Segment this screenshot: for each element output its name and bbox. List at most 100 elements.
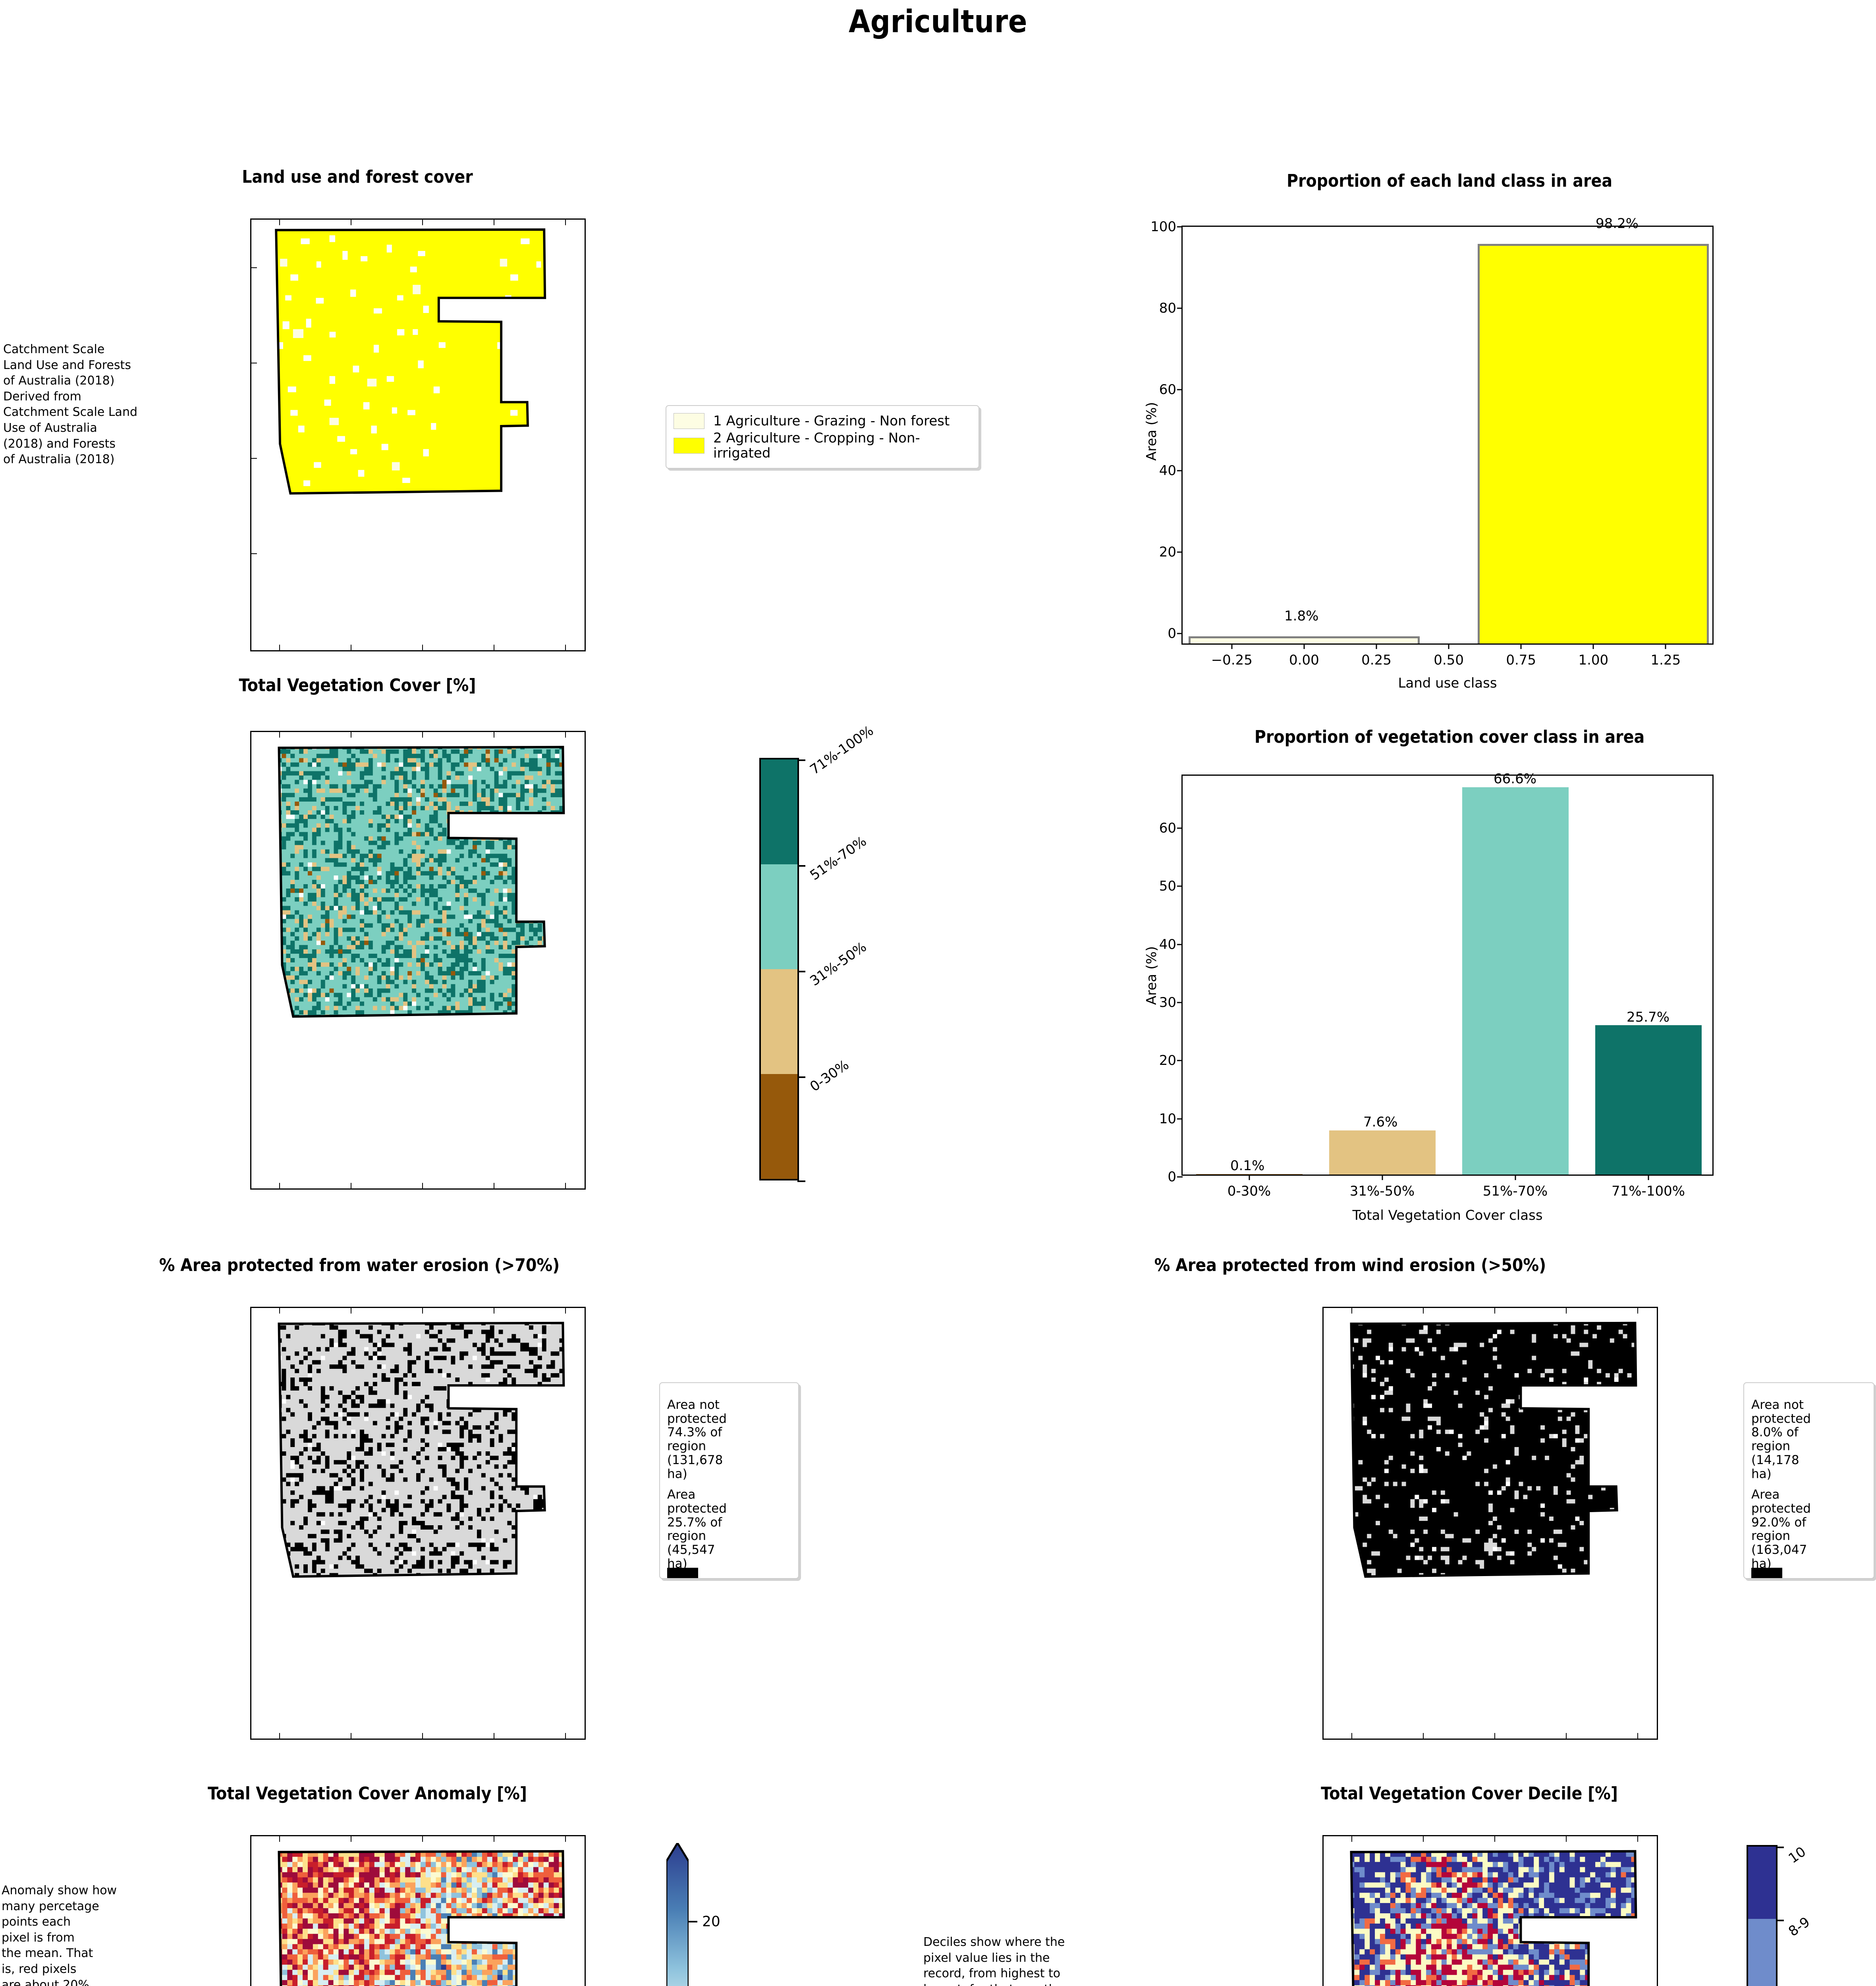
legend-item-label: Area protected 25.7% of region (45,547 h…	[667, 1488, 727, 1571]
map-tick	[565, 1733, 566, 1739]
cbar-tick	[797, 759, 805, 761]
ytick-label-60: 60	[1159, 820, 1176, 836]
decile-colorbar[interactable]: 10 8-9 4-7 2-3 1	[1747, 1844, 1813, 1986]
xtick-label: 0.50	[1434, 652, 1464, 668]
veg-cover-map[interactable]	[250, 731, 586, 1190]
bar-31-50[interactable]	[1329, 1130, 1436, 1175]
ytick-line	[1177, 633, 1183, 634]
xtick-line	[1231, 643, 1233, 649]
cbar-tick	[1776, 1920, 1784, 1921]
vegcover-chart-xlabel: Total Vegetation Cover class	[1352, 1207, 1542, 1223]
ytick-line	[1177, 1060, 1183, 1061]
xtick-label: 0.25	[1361, 652, 1392, 668]
xtick-label: 1.00	[1578, 652, 1608, 668]
legend-item-label: Area not protected 8.0% of region (14,17…	[1751, 1398, 1811, 1481]
map-tick	[1637, 1836, 1638, 1842]
anomaly-note: Anomaly show how many percetage points e…	[2, 1883, 168, 1986]
landuse-bar-chart[interactable]: 0 20 40 60 80 100 −0.25 0.00 0.25 0.50 0…	[1150, 216, 1714, 668]
ytick-line	[1177, 1118, 1183, 1120]
xtick-line	[1448, 643, 1449, 649]
cbar-tick	[797, 865, 805, 867]
decile-raster	[1324, 1836, 1657, 1986]
cbar-label-8-9: 8-9	[1786, 1914, 1813, 1940]
xtick-label-31-50: 31%-50%	[1350, 1183, 1415, 1199]
map-tick	[1351, 1308, 1352, 1314]
decile-note: Deciles show where the pixel value lies …	[923, 1934, 1122, 1986]
map-tick	[251, 458, 257, 459]
map-tick	[422, 220, 423, 225]
cbar-tick	[797, 971, 805, 972]
ytick-line	[1177, 470, 1183, 471]
ytick-label-20: 20	[1159, 544, 1176, 560]
ytick-line	[1177, 226, 1183, 228]
ytick-line	[1177, 389, 1183, 390]
cbar-segment-10	[1748, 1847, 1776, 1919]
water-erosion-map[interactable]	[250, 1307, 586, 1740]
water-erosion-legend[interactable]: Area not protected 74.3% of region (131,…	[659, 1382, 799, 1579]
decile-map[interactable]	[1322, 1835, 1658, 1986]
bar-0-30[interactable]	[1196, 1174, 1303, 1175]
cbar-tick	[797, 1180, 805, 1182]
bar-value-51-70: 66.6%	[1494, 771, 1536, 787]
xtick-line	[1303, 643, 1305, 649]
wind-erosion-map[interactable]	[1322, 1307, 1658, 1740]
xtick-line	[1520, 643, 1522, 649]
bar-51-70[interactable]	[1462, 787, 1569, 1175]
cbar-label-31-50: 31%-50%	[807, 939, 870, 989]
ytick-line	[1177, 307, 1183, 309]
xtick-label-0-30: 0-30%	[1228, 1183, 1271, 1199]
bar-value-31-50: 7.6%	[1363, 1114, 1397, 1130]
bar-71-100[interactable]	[1595, 1025, 1702, 1175]
map-tick	[1351, 1836, 1352, 1842]
cbar-tick	[797, 1076, 805, 1078]
map-tick	[279, 732, 280, 738]
map-tick	[1566, 1836, 1567, 1842]
anomaly-map[interactable]	[250, 1835, 586, 1986]
map-tick	[422, 1308, 423, 1314]
vegcover-bar-chart[interactable]: 0 10 20 30 40 50 60 0-30% 31%-50% 51%-70…	[1159, 771, 1714, 1199]
map-tick	[1351, 1733, 1352, 1739]
bar-value-cropping: 98.2%	[1596, 216, 1639, 232]
map-tick	[1637, 1308, 1638, 1314]
bar-cropping[interactable]	[1477, 244, 1709, 643]
xtick-label: 0.00	[1289, 652, 1319, 668]
map-tick	[422, 732, 423, 738]
wind-erosion-legend[interactable]: Area not protected 8.0% of region (14,17…	[1743, 1382, 1874, 1579]
ytick-label-80: 80	[1159, 300, 1176, 316]
map-tick	[1423, 1836, 1424, 1842]
cbar-segment-31-50	[761, 969, 797, 1074]
anomaly-colorbar[interactable]: 20 10 0 −10 −20	[665, 1841, 720, 1986]
landuse-legend[interactable]: 1 Agriculture - Grazing - Non forest 2 A…	[666, 405, 979, 469]
wind-erosion-raster	[1324, 1308, 1657, 1739]
ytick-line	[1177, 551, 1183, 553]
bar-value-71-100: 25.7%	[1627, 1009, 1669, 1025]
map-tick	[1494, 1308, 1495, 1314]
map-tick	[1423, 1733, 1424, 1739]
wind-erosion-map-title: % Area protected from wind erosion (>50%…	[973, 1255, 1727, 1275]
map-tick	[422, 1836, 423, 1842]
water-erosion-map-title: % Area protected from water erosion (>70…	[52, 1255, 667, 1275]
landuse-map-raster	[251, 220, 585, 650]
page-title: Agriculture	[0, 4, 1876, 40]
cbar-tick	[1776, 1847, 1784, 1848]
color-swatch-cropping	[674, 438, 704, 454]
map-tick	[422, 645, 423, 650]
map-tick	[1637, 1733, 1638, 1739]
map-tick	[251, 267, 257, 268]
map-tick	[422, 1733, 423, 1739]
map-tick	[279, 220, 280, 225]
landuse-map-title: Land use and forest cover	[119, 167, 596, 187]
bar-value-grazing: 1.8%	[1284, 608, 1318, 624]
cbar-label-0-30: 0-30%	[807, 1057, 852, 1095]
ytick-label-0: 0	[1168, 1169, 1176, 1185]
map-tick	[422, 1183, 423, 1188]
ytick-label-40: 40	[1159, 937, 1176, 952]
xtick-line	[1382, 1175, 1383, 1180]
veg-colorbar[interactable]: 71%-100% 51%-70% 31%-50% 0-30%	[759, 723, 876, 1182]
landuse-chart-ylabel: Area (%)	[1144, 402, 1160, 461]
map-tick	[565, 645, 566, 650]
bar-grazing[interactable]	[1188, 636, 1420, 643]
landuse-map[interactable]	[250, 218, 586, 651]
map-tick	[279, 645, 280, 650]
xtick-line	[1376, 643, 1377, 649]
